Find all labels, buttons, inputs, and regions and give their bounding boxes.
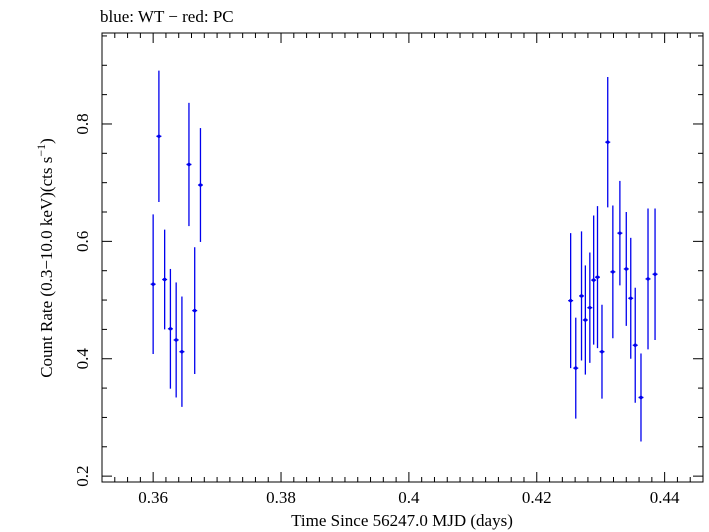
data-point [574,366,578,370]
y-tick-label: 0.6 [73,231,92,252]
y-axis-label-exponent: −1 [34,144,48,157]
y-tick-label: 0.2 [73,466,92,487]
y-axis-label: Count Rate (0.3−10.0 keV)(cts s−1) [34,138,56,378]
data-point [568,298,573,303]
y-tick-label: 0.4 [73,348,92,370]
y-axis-label-main: Count Rate (0.3−10.0 keV)(cts s [37,157,56,378]
data-point [611,270,615,274]
x-axis-tick-labels: 0.36 0.38 0.4 0.42 0.44 [138,488,680,507]
data-point [639,395,643,400]
x-tick-label: 0.38 [266,488,296,507]
data-point [168,327,173,331]
chart-title: blue: WT − red: PC [100,7,234,26]
data-series-points [150,70,658,442]
data-point [600,350,604,354]
y-axis-tick-labels: 0.2 0.4 0.6 0.8 [73,113,92,486]
data-point [618,231,622,235]
y-axis-ticks [102,35,703,477]
data-point [606,140,610,144]
data-point [174,338,178,342]
plot-frame [101,32,704,483]
data-point [157,134,161,138]
data-point [629,296,633,300]
data-point [583,318,588,322]
x-tick-label: 0.4 [398,488,420,507]
data-point [193,308,197,313]
y-axis-label-close: ) [37,138,56,144]
x-axis-ticks [101,33,704,482]
data-point [187,162,191,167]
data-point [591,278,596,282]
data-point [653,272,657,276]
x-tick-label: 0.44 [650,488,680,507]
x-tick-label: 0.36 [138,488,168,507]
data-point [633,343,637,347]
x-axis-label: Time Since 56247.0 MJD (days) [291,511,513,530]
y-tick-label: 0.8 [73,113,92,134]
data-point [579,294,584,298]
data-point [151,282,155,286]
data-point [588,305,592,310]
data-point [624,267,628,271]
data-point [595,275,600,279]
data-point [162,277,167,282]
data-point [180,350,184,354]
data-point [646,277,650,281]
x-tick-label: 0.42 [522,488,552,507]
data-point [198,183,203,187]
